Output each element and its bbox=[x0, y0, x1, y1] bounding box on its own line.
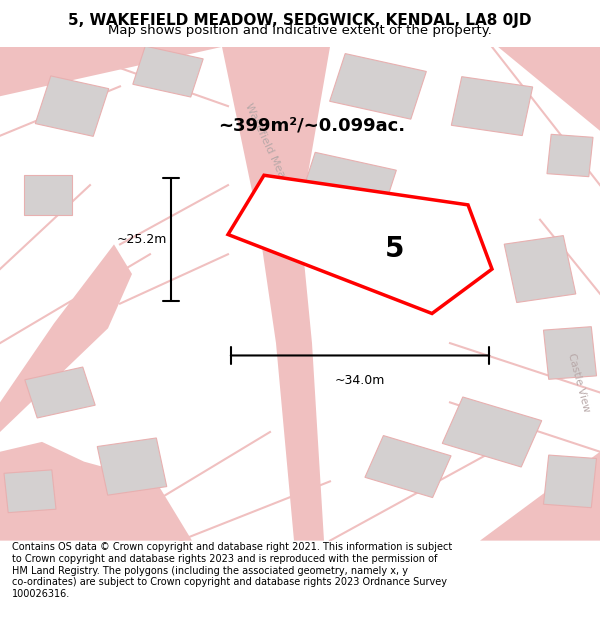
Polygon shape bbox=[133, 46, 203, 97]
Polygon shape bbox=[498, 47, 600, 131]
Text: ~399m²/~0.099ac.: ~399m²/~0.099ac. bbox=[218, 117, 406, 135]
Polygon shape bbox=[365, 436, 451, 498]
Text: Wakefield Meadow: Wakefield Meadow bbox=[244, 101, 296, 200]
Polygon shape bbox=[4, 470, 56, 512]
Text: ~25.2m: ~25.2m bbox=[117, 233, 167, 246]
Polygon shape bbox=[544, 455, 596, 508]
Text: 5: 5 bbox=[385, 235, 404, 263]
Polygon shape bbox=[35, 76, 109, 136]
Polygon shape bbox=[442, 397, 542, 467]
Polygon shape bbox=[97, 438, 167, 495]
Polygon shape bbox=[299, 152, 397, 218]
Polygon shape bbox=[24, 175, 72, 215]
Polygon shape bbox=[504, 236, 576, 302]
Text: 5, WAKEFIELD MEADOW, SEDGWICK, KENDAL, LA8 0JD: 5, WAKEFIELD MEADOW, SEDGWICK, KENDAL, L… bbox=[68, 13, 532, 28]
Text: ~34.0m: ~34.0m bbox=[335, 374, 385, 387]
Polygon shape bbox=[222, 47, 330, 541]
Polygon shape bbox=[329, 54, 427, 119]
Polygon shape bbox=[228, 175, 492, 314]
Polygon shape bbox=[0, 244, 132, 432]
Polygon shape bbox=[544, 327, 596, 379]
Polygon shape bbox=[547, 134, 593, 177]
Text: Map shows position and indicative extent of the property.: Map shows position and indicative extent… bbox=[108, 24, 492, 36]
Polygon shape bbox=[451, 77, 533, 136]
Text: Contains OS data © Crown copyright and database right 2021. This information is : Contains OS data © Crown copyright and d… bbox=[12, 542, 452, 599]
Polygon shape bbox=[480, 452, 600, 541]
Text: Castle View: Castle View bbox=[566, 352, 592, 413]
Polygon shape bbox=[25, 367, 95, 418]
Polygon shape bbox=[0, 47, 222, 96]
Polygon shape bbox=[0, 442, 192, 541]
